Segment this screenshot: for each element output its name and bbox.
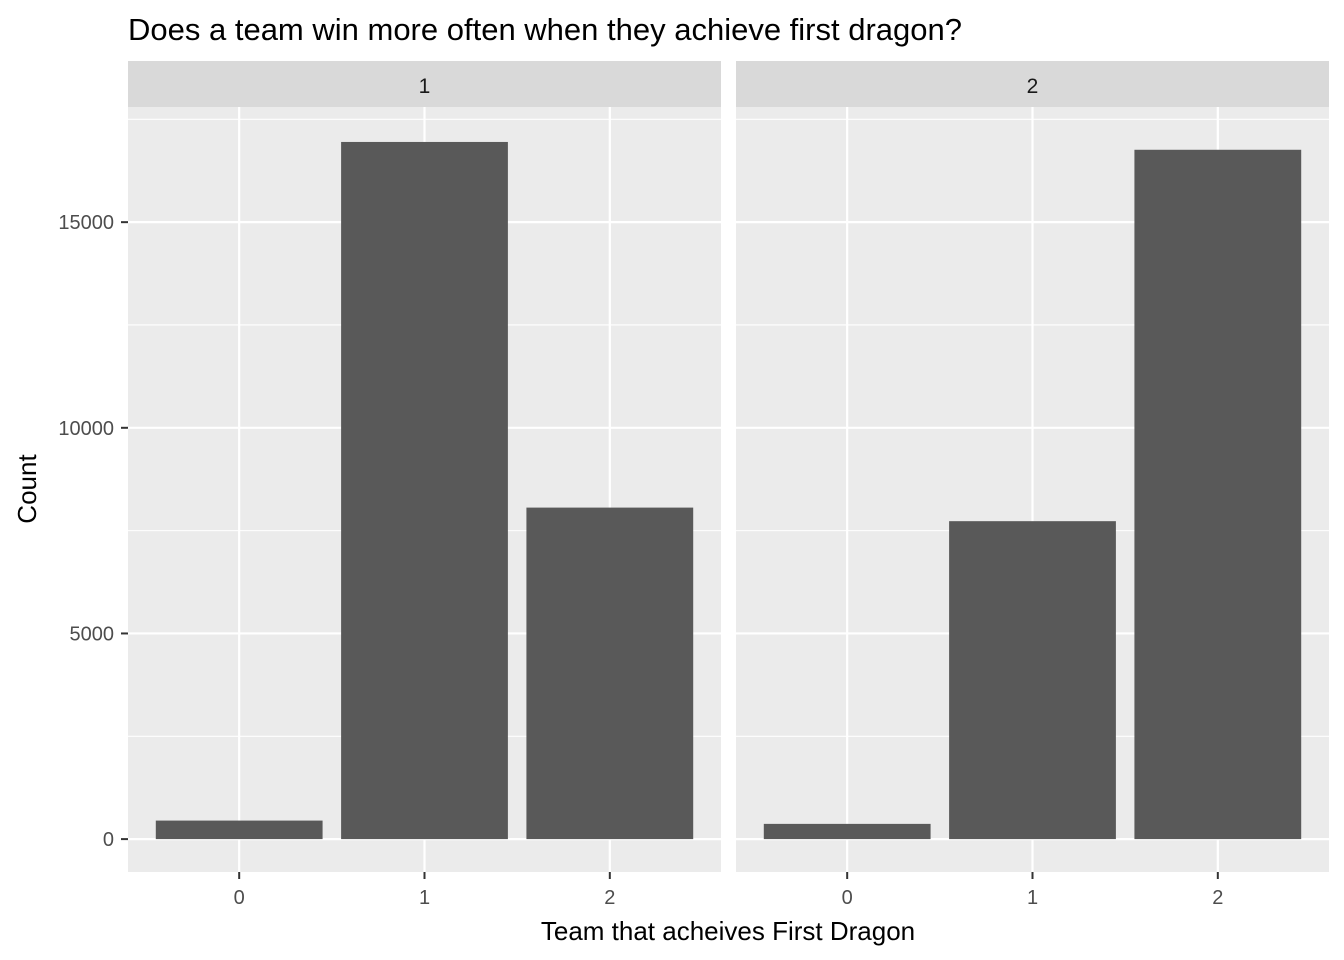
y-tick-label: 10000	[58, 418, 114, 440]
x-tick-label: 0	[234, 887, 245, 909]
bar-facet2-cat0	[763, 823, 931, 840]
bar-facet2-cat1	[949, 521, 1116, 840]
facet-strip-label: 2	[1027, 75, 1039, 98]
y-axis: 0 5000 10000 15000	[58, 212, 128, 851]
bar-facet1-cat0	[155, 820, 323, 840]
chart-title: Does a team win more often when they ach…	[128, 12, 962, 47]
facet-panel-1: 1	[128, 61, 721, 872]
facet-strip-label: 1	[419, 75, 431, 98]
x-tick-label: 0	[842, 887, 853, 909]
bar-facet2-cat2	[1134, 149, 1302, 840]
x-tick-label: 2	[604, 887, 615, 909]
facet-panel-2: 2	[736, 61, 1329, 872]
x-axis: 0 1 2 0 1 2	[234, 872, 1223, 909]
x-tick-label: 1	[419, 887, 430, 909]
y-tick-label: 15000	[58, 212, 114, 234]
facet-strip	[736, 61, 1329, 107]
y-tick-label: 0	[103, 829, 114, 851]
bar-facet1-cat2	[526, 507, 694, 840]
y-axis-title: Count	[12, 454, 42, 524]
bar-facet1-cat1	[341, 141, 508, 840]
x-tick-label: 2	[1212, 887, 1223, 909]
y-tick-label: 5000	[70, 623, 115, 645]
facet-strip	[128, 61, 721, 107]
x-tick-label: 1	[1027, 887, 1038, 909]
x-axis-title: Team that acheives First Dragon	[541, 916, 915, 946]
